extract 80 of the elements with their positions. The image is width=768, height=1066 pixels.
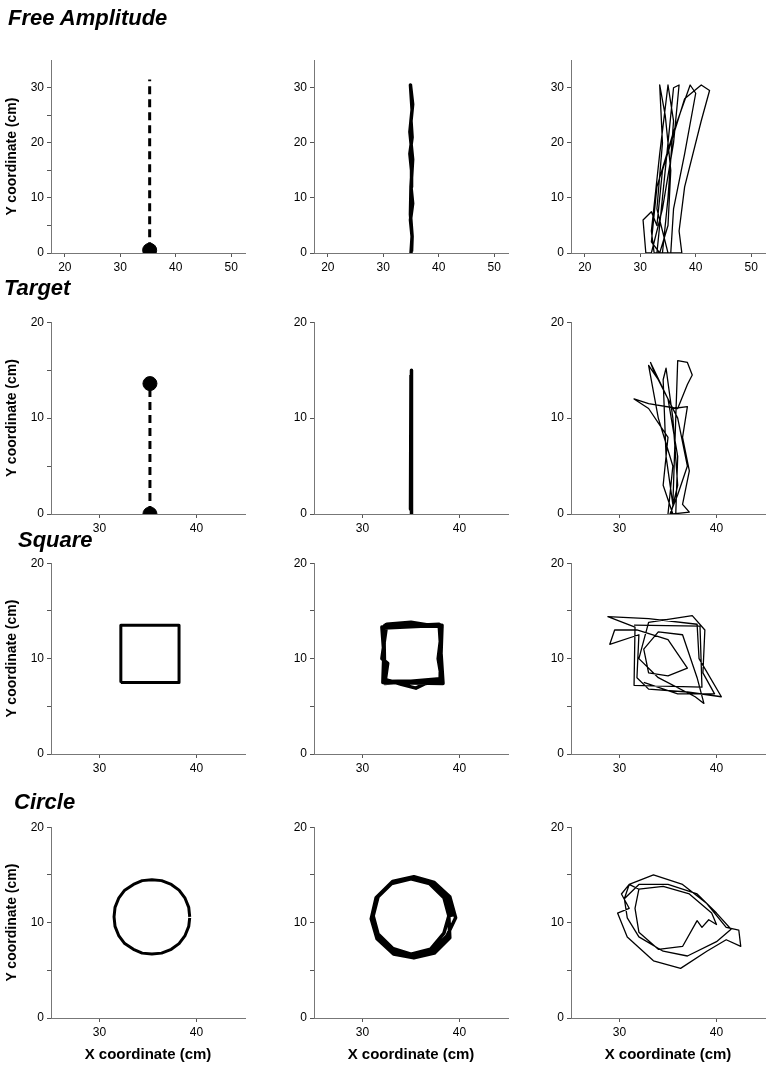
x-tick-label: 50 [744,259,759,274]
y-tick-label: 10 [550,190,565,205]
y-axis-title: Y coordinate (cm) [3,97,20,216]
y-tick-label: 20 [30,555,45,570]
y-tick-label: 20 [30,314,45,329]
x-tick-label: 30 [355,520,370,535]
x-tick-label: 40 [709,520,724,535]
x-tick-label: 30 [612,760,627,775]
x-tick-label: 40 [452,520,467,535]
y-tick-label: 20 [293,819,308,834]
x-tick-label: 40 [709,760,724,775]
x-tick-label: 30 [376,259,391,274]
y-tick-label: 0 [37,746,45,761]
chart-title: Target [4,275,71,301]
x-tick-label: 30 [92,760,107,775]
y-tick-label: 10 [30,650,45,665]
x-tick-label: 20 [321,259,335,274]
y-tick-label: 10 [293,914,308,929]
y-tick-label: 10 [293,410,308,425]
y-tick-label: 10 [550,914,565,929]
x-tick-label: 20 [578,259,592,274]
x-tick-label: 30 [355,760,370,775]
x-tick-label: 30 [612,520,627,535]
x-tick-label: 30 [113,259,128,274]
y-tick-label: 0 [557,245,565,260]
x-tick-label: 40 [189,1024,204,1039]
y-axis-title: Y coordinate (cm) [3,359,20,478]
x-tick-label: 30 [612,1024,627,1039]
x-axis-title: X coordinate (cm) [84,1045,212,1063]
y-tick-label: 30 [293,80,308,95]
y-tick-label: 20 [550,135,565,150]
y-tick-label: 10 [550,410,565,425]
y-tick-label: 0 [37,1010,45,1025]
y-tick-label: 0 [300,746,308,761]
y-tick-label: 10 [30,190,45,205]
y-axis-title: Y coordinate (cm) [3,599,20,718]
y-tick-label: 20 [30,819,45,834]
y-tick-label: 10 [293,190,308,205]
y-tick-label: 10 [30,410,45,425]
y-tick-label: 0 [300,245,308,260]
y-tick-label: 0 [557,746,565,761]
x-tick-label: 20 [58,259,72,274]
y-tick-label: 30 [30,80,45,95]
x-tick-label: 50 [487,259,502,274]
x-tick-label: 40 [452,1024,467,1039]
chart-title: Circle [14,789,76,815]
x-tick-label: 40 [452,760,467,775]
y-tick-label: 20 [550,555,565,570]
y-tick-label: 0 [557,1010,565,1025]
y-tick-label: 20 [550,819,565,834]
y-tick-label: 10 [550,650,565,665]
x-tick-label: 40 [169,259,183,274]
x-tick-label: 30 [92,520,107,535]
y-tick-label: 20 [293,555,308,570]
y-tick-label: 0 [300,506,308,521]
x-tick-label: 40 [709,1024,724,1039]
y-tick-label: 20 [293,135,308,150]
x-tick-label: 50 [224,259,239,274]
x-tick-label: 40 [189,520,204,535]
y-tick-label: 0 [557,506,565,521]
x-tick-label: 30 [355,1024,370,1039]
y-tick-label: 10 [30,914,45,929]
x-tick-label: 40 [689,259,703,274]
y-tick-label: 10 [293,650,308,665]
x-tick-label: 40 [432,259,446,274]
y-axis-title: Y coordinate (cm) [3,863,20,982]
x-tick-label: 30 [92,1024,107,1039]
chart-title: Free Amplitude [8,5,168,31]
x-axis-title: X coordinate (cm) [604,1045,732,1063]
y-tick-label: 0 [37,506,45,521]
x-axis-title: X coordinate (cm) [347,1045,475,1063]
y-tick-label: 30 [550,80,565,95]
x-tick-label: 40 [189,760,204,775]
x-tick-label: 30 [633,259,648,274]
y-tick-label: 20 [550,314,565,329]
y-tick-label: 0 [300,1010,308,1025]
y-tick-label: 0 [37,245,45,260]
y-tick-label: 20 [293,314,308,329]
y-tick-label: 20 [30,135,45,150]
chart-title: Square [18,527,93,553]
